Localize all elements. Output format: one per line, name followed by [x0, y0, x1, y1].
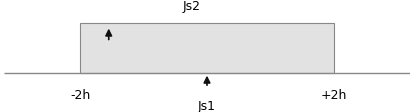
Text: Js1: Js1	[197, 99, 216, 112]
Text: -2h: -2h	[70, 88, 90, 101]
Text: +2h: +2h	[320, 88, 346, 101]
Bar	[80, 24, 333, 73]
Text: Js2: Js2	[182, 0, 199, 13]
